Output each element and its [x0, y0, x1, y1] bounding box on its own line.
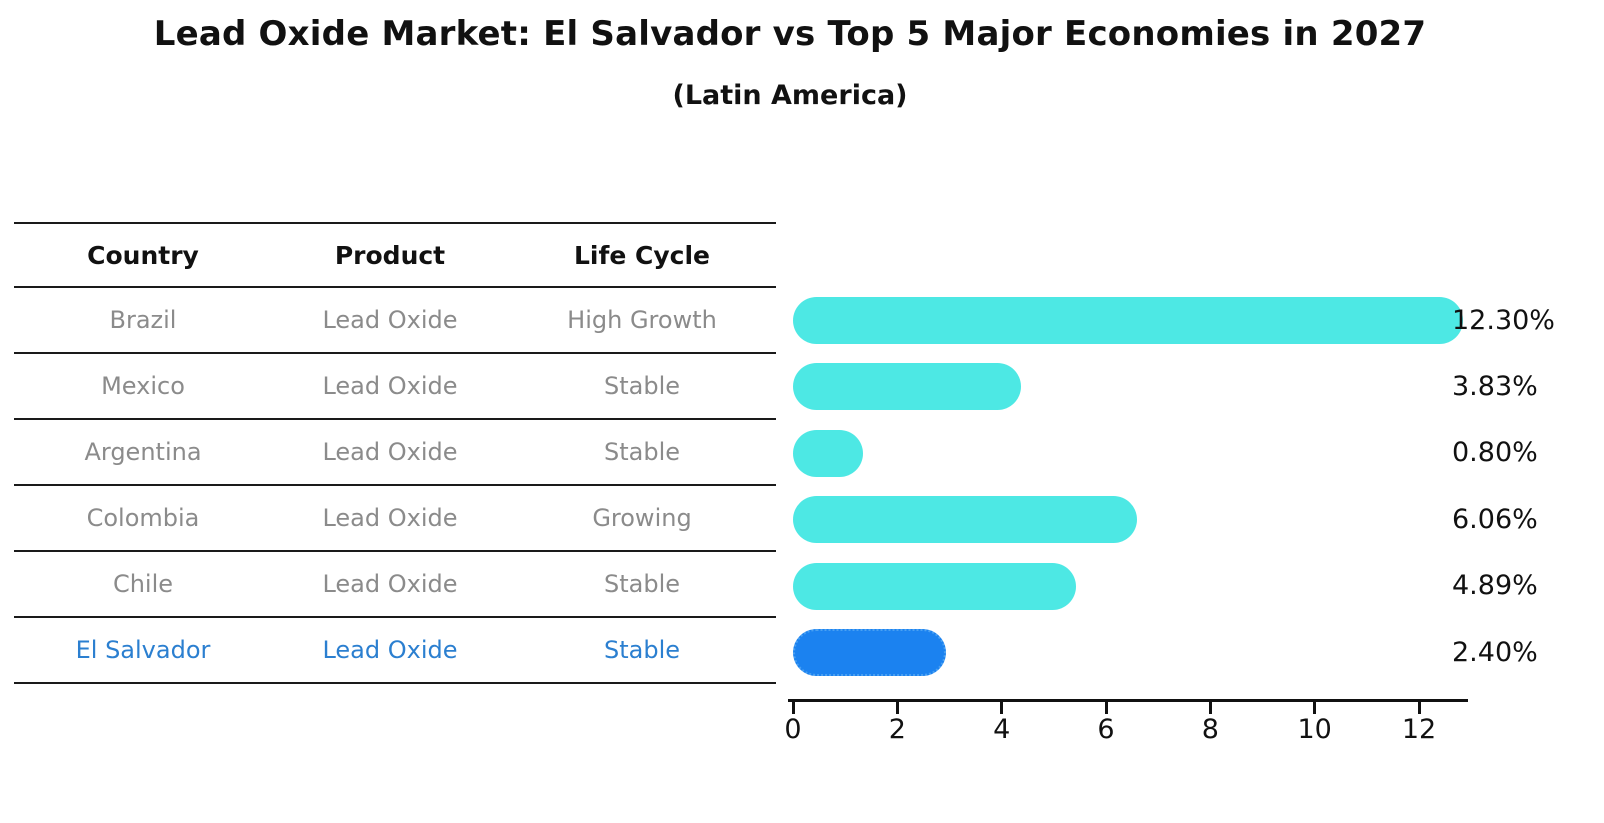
table-row: Mexico Lead Oxide Stable — [14, 354, 776, 420]
table-cell-country: Argentina — [84, 438, 202, 466]
bar-value-label: 6.06% — [1452, 503, 1538, 535]
x-axis-tick — [1000, 702, 1004, 714]
bar — [793, 496, 1138, 544]
bar-value-label: 12.30% — [1452, 304, 1555, 336]
header-cell-product: Product — [334, 240, 446, 270]
bar-chart: 12.30% 3.83% 0.80% 6.06% 4.89% 2.40% 0 2 4 6 8 10 1… — [784, 0, 1604, 823]
table-cell-country: Chile — [112, 570, 174, 598]
header-cell-country: Country — [87, 240, 199, 270]
bar-value-label: 0.80% — [1452, 437, 1538, 469]
bar — [793, 562, 1077, 610]
x-axis-tick-label: 10 — [1297, 714, 1332, 745]
bar-value-label: 4.89% — [1452, 570, 1538, 602]
table-row: Colombia Lead Oxide Growing — [14, 486, 776, 552]
x-axis-tick — [1313, 702, 1317, 714]
x-axis-tick — [1417, 702, 1421, 714]
table-cell-product: Lead Oxide — [322, 570, 458, 598]
bar — [793, 429, 863, 477]
x-axis-tick — [1208, 702, 1212, 714]
chart-title: Lead Oxide Market: El Salvador vs Top 5 … — [153, 14, 1427, 54]
table-cell-product: Lead Oxide — [322, 504, 458, 532]
table-header-row: Country Product Life Cycle — [14, 222, 776, 288]
x-axis-tick-label: 8 — [1201, 714, 1219, 745]
table-cell-life-cycle: Stable — [603, 570, 681, 598]
x-axis-tick — [1104, 702, 1108, 714]
table-cell-product: Lead Oxide — [322, 306, 458, 334]
bar-value-label: 3.83% — [1452, 370, 1538, 402]
x-axis-tick — [791, 702, 795, 714]
table-cell-life-cycle: High Growth — [567, 306, 717, 334]
table-row: Argentina Lead Oxide Stable — [14, 420, 776, 486]
x-axis-line — [788, 699, 1468, 702]
table-row: El Salvador Lead Oxide Stable — [14, 618, 776, 684]
bar-value-label: 2.40% — [1452, 636, 1538, 668]
x-axis-tick-label: 2 — [888, 714, 906, 745]
table-cell-product: Lead Oxide — [322, 438, 458, 466]
table-cell-life-cycle: Stable — [603, 372, 681, 400]
table-cell-life-cycle: Stable — [603, 636, 681, 664]
bar — [793, 363, 1021, 411]
x-axis-tick — [895, 702, 899, 714]
chart-subtitle: (Latin America) — [672, 80, 908, 111]
table-cell-product: Lead Oxide — [322, 372, 458, 400]
table-cell-product: Lead Oxide — [322, 636, 458, 664]
x-axis-tick-label: 6 — [1097, 714, 1115, 745]
table-cell-country: Colombia — [86, 504, 200, 532]
table-cell-country: Brazil — [109, 306, 177, 334]
country-table: Country Product Life Cycle Brazil Lead Ox… — [14, 222, 776, 684]
header-cell-lifecycle: Life Cycle — [573, 240, 711, 270]
table-cell-life-cycle: Growing — [592, 504, 692, 532]
x-axis-tick-label: 4 — [993, 714, 1011, 745]
x-axis-tick-label: 0 — [784, 714, 802, 745]
table-body: Brazil Lead Oxide High Growth Mexico Lead Ox… — [14, 288, 776, 684]
x-axis-tick-label: 12 — [1401, 714, 1437, 745]
table-row: Brazil Lead Oxide High Growth — [14, 288, 776, 354]
table-row: Chile Lead Oxide Stable — [14, 552, 776, 618]
table-cell-country: El Salvador — [75, 636, 211, 664]
table-cell-country: Mexico — [101, 372, 185, 400]
bar-highlight — [793, 629, 947, 676]
table-cell-life-cycle: Stable — [603, 438, 681, 466]
bar — [793, 297, 1463, 344]
